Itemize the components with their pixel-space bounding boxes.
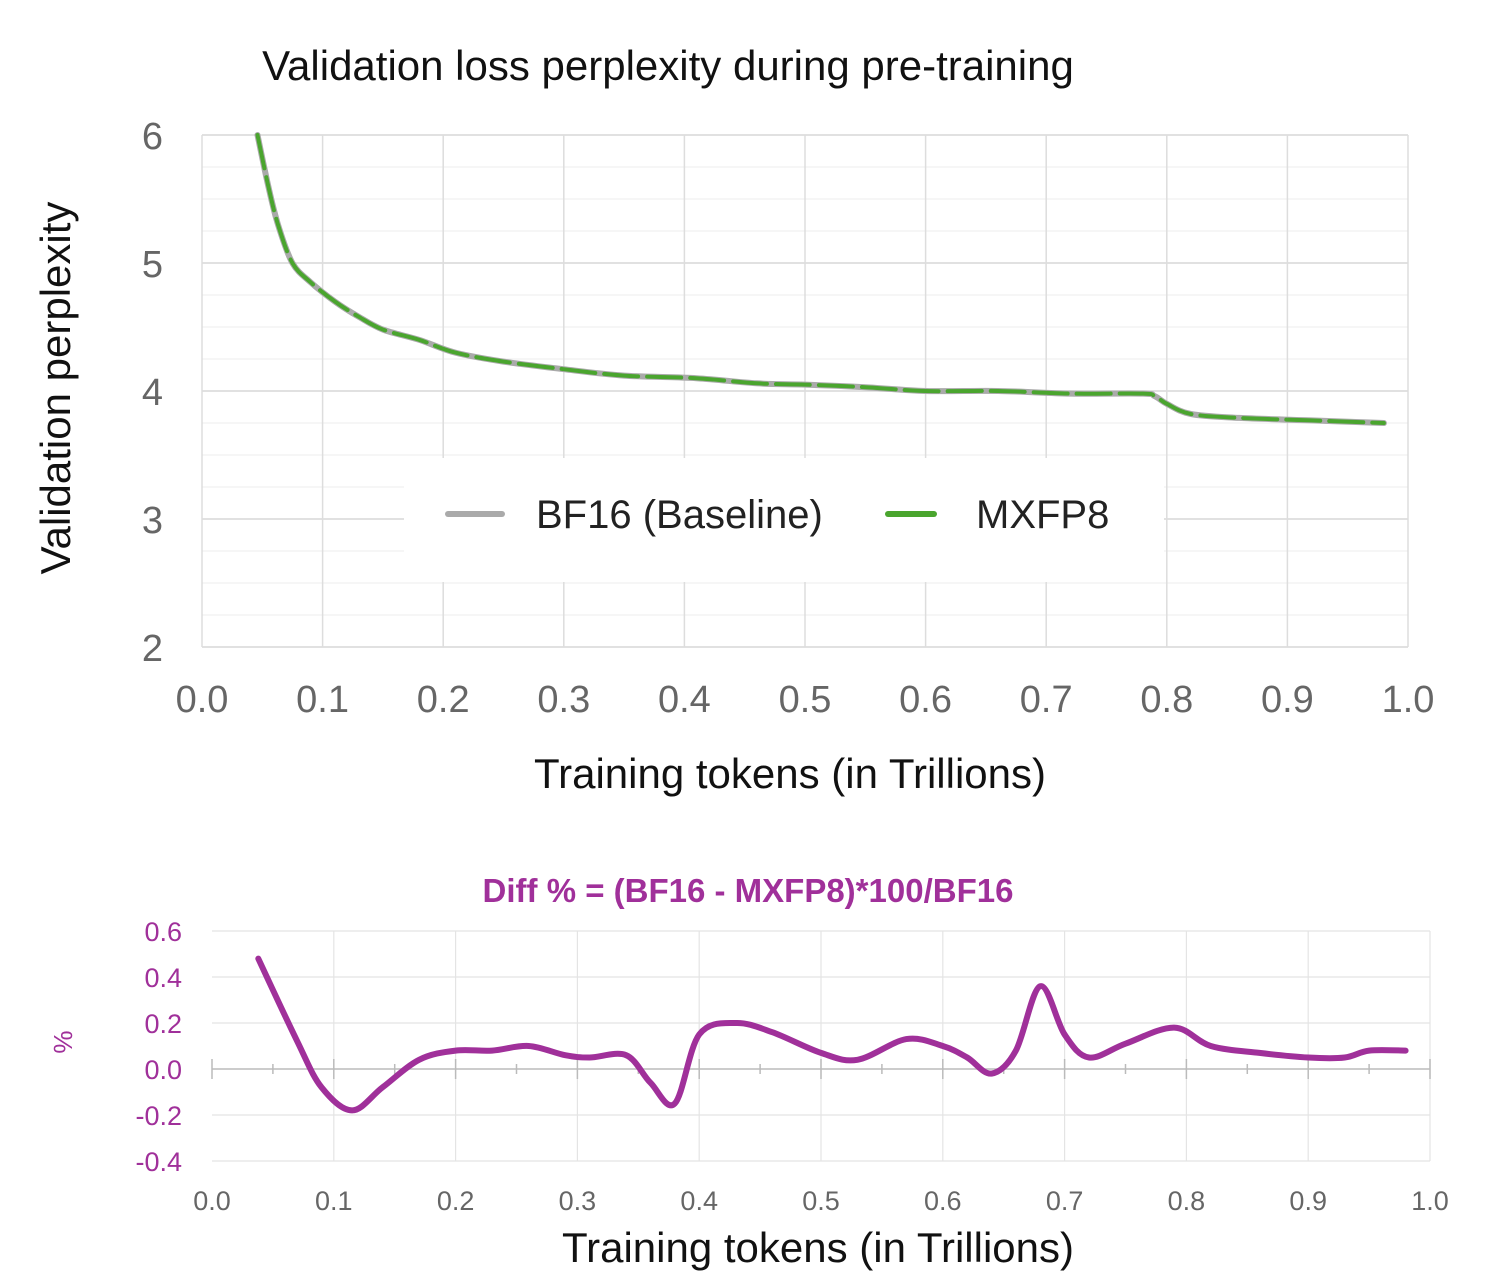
y-tick-label: 2 (142, 628, 163, 670)
x-tick-label: 0.6 (924, 1186, 962, 1216)
y-tick-label: 0.6 (144, 917, 182, 947)
y-tick-label: 0.2 (144, 1009, 182, 1039)
x-tick-label: 0.7 (1020, 679, 1073, 721)
y-tick-label: 6 (142, 116, 163, 158)
top-chart-x-axis-title: Training tokens (in Trillions) (534, 750, 1046, 797)
x-tick-label: 0.5 (779, 679, 832, 721)
x-tick-label: 0.4 (680, 1186, 718, 1216)
y-tick-label: -0.2 (135, 1101, 182, 1131)
x-tick-label: 0.7 (1046, 1186, 1084, 1216)
x-tick-label: 0.3 (559, 1186, 597, 1216)
legend-background (404, 458, 1164, 582)
y-tick-label: 0.4 (144, 963, 182, 993)
x-tick-label: 0.1 (296, 679, 349, 721)
bottom-chart-series (255, 955, 1409, 1114)
top-chart-title: Validation loss perplexity during pre-tr… (262, 42, 1074, 89)
bottom-chart-x-axis-title: Training tokens (in Trillions) (562, 1224, 1074, 1271)
x-tick-label: 0.4 (658, 679, 711, 721)
x-tick-label: 0.9 (1289, 1186, 1327, 1216)
series-line-bf16 (254, 132, 1387, 426)
x-tick-label: 0.8 (1168, 1186, 1206, 1216)
x-tick-label: 0.8 (1140, 679, 1193, 721)
top-chart-y-tick-labels: 2 3 4 5 6 (142, 116, 163, 670)
y-tick-label: 5 (142, 244, 163, 286)
y-tick-label: -0.4 (135, 1147, 182, 1177)
x-tick-label: 0.3 (537, 679, 590, 721)
x-tick-label: 1.0 (1382, 679, 1435, 721)
top-chart-x-tick-labels: 0.0 0.1 0.2 0.3 0.4 0.5 0.6 0.7 0.8 0.9 1.0 (176, 679, 1435, 721)
legend-label-bf16: BF16 (Baseline) (536, 493, 823, 537)
x-tick-label: 0.5 (802, 1186, 840, 1216)
bottom-chart-grid (211, 930, 1431, 1162)
bottom-chart-title: Diff % = (BF16 - MXFP8)*100/BF16 (483, 872, 1014, 909)
bottom-chart-y-axis-title: % (48, 1030, 78, 1053)
x-tick-label: 0.9 (1261, 679, 1314, 721)
bottom-chart-y-tick-labels: 0.6 0.4 0.2 0.0 -0.2 -0.4 (135, 917, 182, 1177)
legend-label-mxfp8: MXFP8 (976, 493, 1109, 537)
top-chart-y-axis-title: Validation perplexity (32, 202, 79, 575)
y-tick-label: 4 (142, 372, 163, 414)
x-tick-label: 0.1 (315, 1186, 353, 1216)
top-chart-legend: BF16 (Baseline) MXFP8 (404, 458, 1164, 582)
x-tick-label: 0.2 (437, 1186, 475, 1216)
x-tick-label: 1.0 (1411, 1186, 1449, 1216)
series-line-diff (255, 955, 1409, 1114)
y-tick-label: 0.0 (144, 1055, 182, 1085)
x-tick-label: 0.6 (899, 679, 952, 721)
x-tick-label: 0.2 (417, 679, 470, 721)
bottom-chart-x-tick-labels: 0.0 0.1 0.2 0.3 0.4 0.5 0.6 0.7 0.8 0.9 1.0 (193, 1186, 1449, 1216)
x-tick-label: 0.0 (176, 679, 229, 721)
top-chart-series (254, 132, 1387, 426)
series-line-mxfp8 (255, 133, 1386, 425)
x-tick-label: 0.0 (193, 1186, 231, 1216)
y-tick-label: 3 (142, 500, 163, 542)
